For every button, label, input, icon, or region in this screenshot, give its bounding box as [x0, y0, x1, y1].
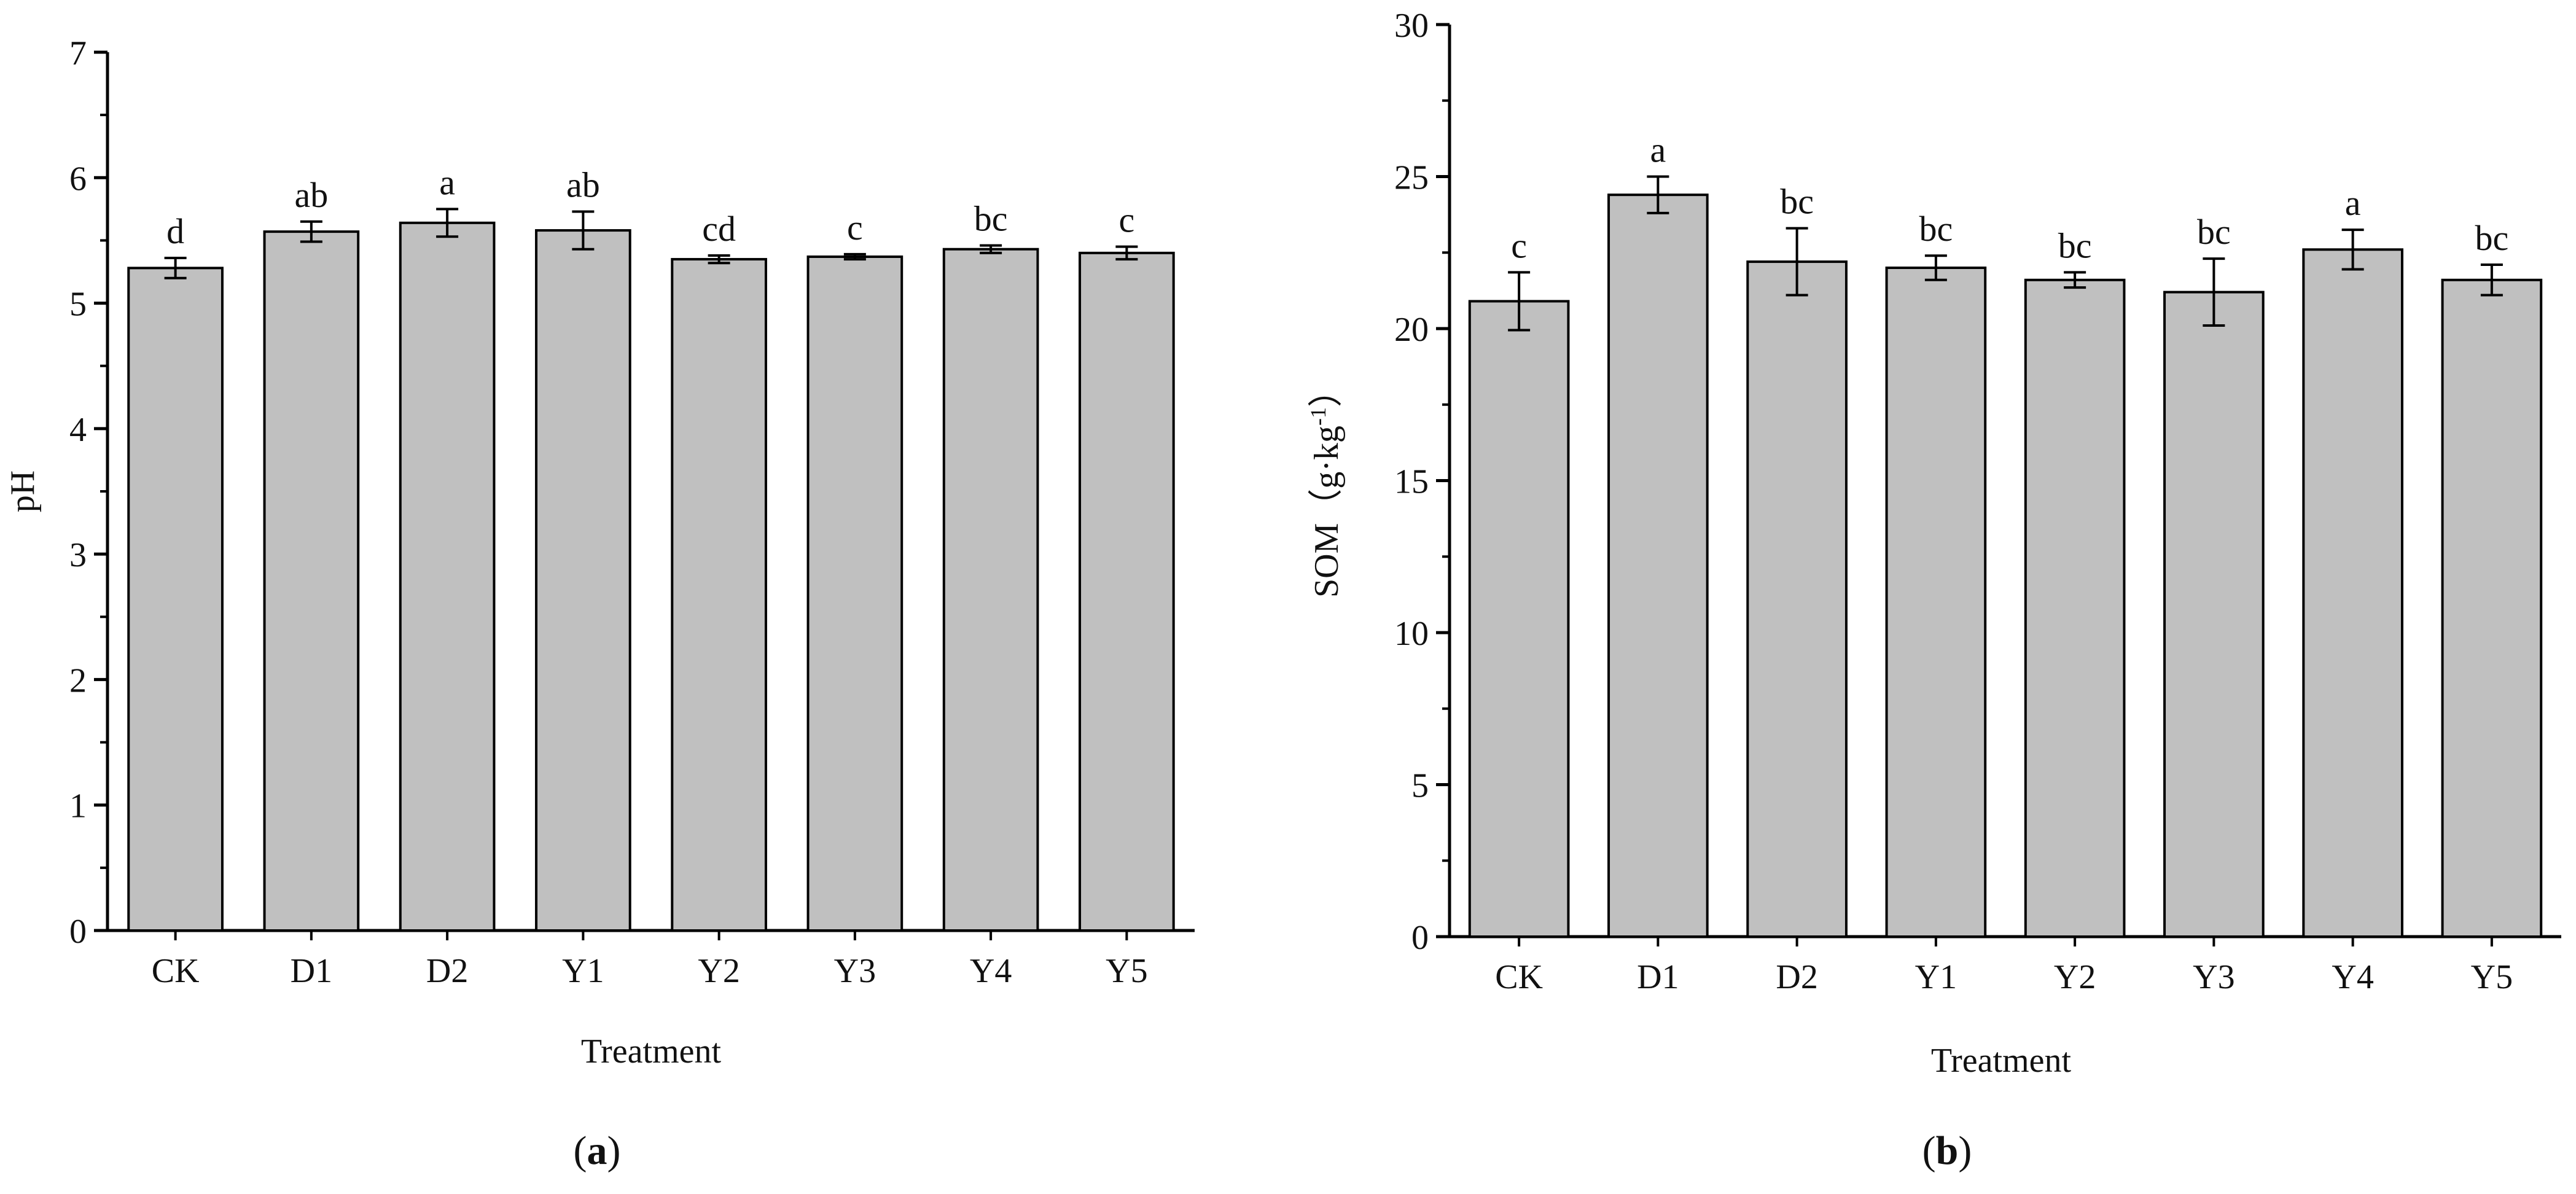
chart-ph-category-label: D2 [426, 952, 468, 990]
chart-som-bar [2163, 291, 2265, 938]
chart-ph-y-tick-label: 0 [69, 913, 87, 951]
chart-som-bar [1885, 267, 1987, 938]
chart-ph-bar [942, 248, 1039, 932]
chart-ph-significance-label: ab [295, 175, 329, 215]
chart-ph-significance-label: c [847, 208, 863, 248]
chart-ph-category-label: CK [152, 952, 200, 990]
chart-som-bar [1607, 193, 1709, 938]
chart-ph-bar [671, 258, 767, 932]
chart-ph-significance-label: c [1119, 200, 1135, 240]
chart-ph-y-tick-label: 6 [69, 160, 87, 198]
chart-ph-xlabel: Treatment [581, 1032, 722, 1071]
chart-som-significance-label: bc [2475, 218, 2509, 258]
chart-som-category-label: Y5 [2471, 958, 2513, 996]
chart-som-y-tick-label: 10 [1394, 615, 1429, 653]
chart-ph-y-tick-label: 5 [69, 286, 87, 324]
chart-ph-y-tick-label: 7 [69, 34, 87, 72]
chart-ph-y-tick-label: 2 [69, 661, 87, 700]
chart-som-category-label: Y4 [2332, 958, 2373, 996]
chart-som-y-tick-label: 25 [1394, 159, 1429, 197]
chart-som-category-label: CK [1495, 958, 1543, 996]
panel-a-label-letter: a [587, 1128, 607, 1173]
chart-som-significance-label: bc [2058, 225, 2092, 265]
chart-ph-bar [535, 229, 631, 932]
chart-som-significance-label: bc [2197, 212, 2231, 252]
chart-ph-category-label: Y1 [562, 952, 604, 990]
chart-som-significance-label: a [1650, 130, 1666, 170]
chart-ph: 0 1 2 3 4 5 6 7 d CK ab D1 a D2 ab Y1 cd Y2 c Y3 bc Y4 c Y5 [69, 34, 1195, 990]
chart-som-y-tick-label: 5 [1411, 767, 1429, 805]
chart-ph-significance-label: d [166, 211, 184, 251]
chart-som-category-label: D2 [1776, 958, 1817, 996]
chart-som-category-label: Y3 [2193, 958, 2234, 996]
chart-ph-bar [1079, 251, 1175, 932]
chart-ph-y-tick-label: 1 [69, 787, 87, 825]
chart-ph-significance-label: cd [702, 209, 736, 249]
chart-som-bar [2024, 278, 2126, 938]
chart-ph-category-label: Y5 [1106, 952, 1147, 990]
chart-som-bar [1468, 300, 1570, 938]
chart-som-bar [1746, 260, 1848, 938]
chart-som-y-tick-label: 30 [1394, 7, 1429, 45]
chart-ph-bar [399, 221, 496, 932]
chart-som-y-tick-label: 0 [1411, 919, 1429, 957]
chart-ph-y-tick-label: 3 [69, 536, 87, 574]
chart-som-xlabel: Treatment [1931, 1042, 2072, 1080]
panel-b-label: (b) [1922, 1128, 1972, 1173]
chart-som-bar [2302, 248, 2403, 938]
chart-ph-y-tick-label: 4 [69, 411, 87, 449]
panel-a-label-close: ) [607, 1128, 621, 1173]
chart-ph-significance-label: a [439, 162, 455, 202]
chart-ph-category-label: Y2 [698, 952, 740, 990]
panel-a-label: (a) [574, 1128, 621, 1173]
chart-ph-category-label: Y3 [834, 952, 876, 990]
chart-ph-ylabel: pH [4, 470, 42, 512]
chart-som-ylabel-main: SOM（g·kg [1308, 426, 1346, 598]
panel-b-label-close: ) [1958, 1128, 1972, 1173]
chart-som-significance-label: a [2345, 183, 2361, 223]
chart-som-category-label: D1 [1637, 958, 1679, 996]
chart-som-bar [2441, 278, 2543, 938]
panel-a-label-open: ( [574, 1128, 587, 1173]
chart-ph-significance-label: bc [974, 199, 1008, 239]
chart-ph-significance-label: ab [566, 165, 600, 205]
chart-som-significance-label: c [1511, 225, 1527, 265]
chart-som-ylabel-end: ） [1308, 373, 1346, 407]
chart-som-ylabel-superscript: -1 [1306, 407, 1330, 426]
chart-som-category-label: Y1 [1915, 958, 1957, 996]
chart-som-category-label: Y2 [2054, 958, 2096, 996]
chart-ph-bar [263, 230, 360, 932]
chart-ph-category-label: Y4 [970, 952, 1012, 990]
chart-ph-category-label: D1 [291, 952, 332, 990]
chart-som-significance-label: bc [1780, 182, 1814, 222]
chart-ph-bar [127, 267, 224, 932]
chart-som-y-tick-label: 20 [1394, 311, 1429, 349]
panel-b-label-letter: b [1936, 1128, 1959, 1173]
chart-som-significance-label: bc [1919, 209, 1953, 249]
chart-ph-bar [806, 255, 904, 932]
chart-som: 0 5 10 15 20 25 30 c CK a D1 bc D2 bc Y1 bc Y2 bc Y3 a Y4 bc Y… [1394, 7, 2561, 996]
chart-som-ylabel: SOM（g·kg-1） [1306, 373, 1346, 598]
panel-b-label-open: ( [1922, 1128, 1936, 1173]
chart-som-y-tick-label: 15 [1394, 463, 1429, 501]
